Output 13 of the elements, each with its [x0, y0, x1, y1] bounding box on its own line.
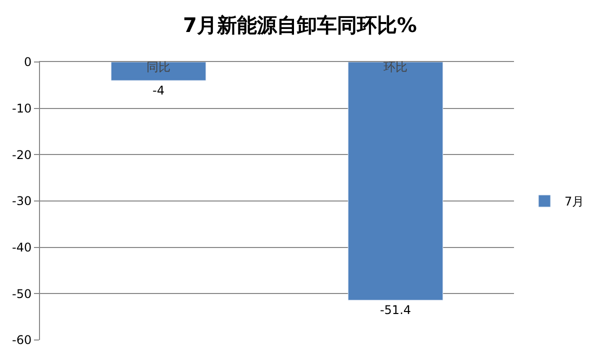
y-tick-label: 0 [24, 55, 32, 70]
data-label: -4 [152, 84, 164, 98]
y-tick-label: -50 [12, 286, 32, 301]
y-tick-label: -30 [12, 194, 32, 208]
x-tick-label: 环比 [384, 60, 408, 74]
y-tick-label: -20 [12, 148, 32, 162]
chart-title: 7月新能源自卸车同环比% [183, 13, 417, 37]
x-tick-label: 同比 [146, 60, 170, 74]
y-tick-label: -10 [12, 102, 32, 116]
y-tick-label: -60 [12, 333, 32, 348]
data-label: -51.4 [380, 303, 412, 318]
y-tick-label: -40 [12, 240, 32, 255]
legend-label: 7月 [564, 194, 584, 209]
